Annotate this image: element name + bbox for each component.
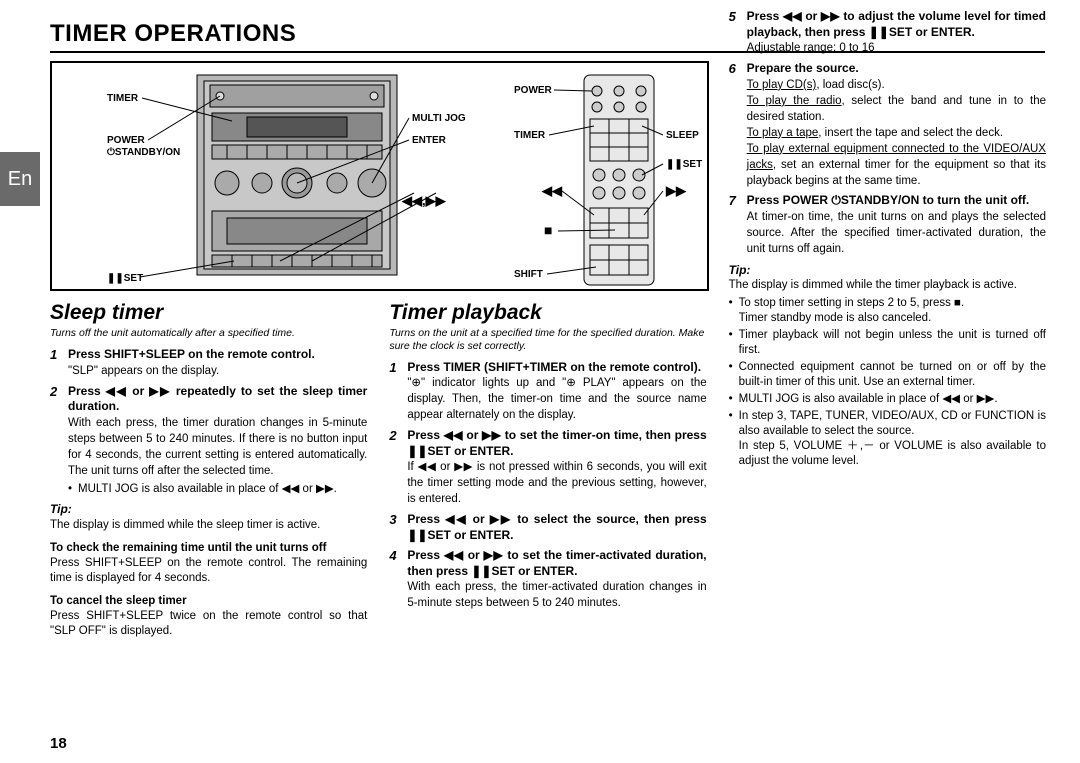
check-body: Press SHIFT+SLEEP on the remote control.…: [50, 556, 367, 586]
svg-text:◀◀: ◀◀: [541, 183, 563, 198]
tip-label-2: Tip:: [729, 263, 1046, 279]
manual-page: TIMER OPERATIONS En: [0, 0, 1080, 763]
sleep-sub: Turns off the unit automatically after a…: [50, 327, 367, 340]
pb-step-4: Press ◀◀ or ▶▶ to set the timer-activate…: [389, 548, 706, 611]
playback-sub: Turns on the unit at a specified time fo…: [389, 327, 706, 352]
pb-step-7: Press POWER ⏻STANDBY/ON to turn the unit…: [729, 193, 1046, 256]
right-tip: The display is dimmed while the timer pl…: [729, 278, 1046, 293]
col-right: Press ◀◀ or ▶▶ to adjust the volume leve…: [729, 9, 1046, 638]
col-sleep-timer: Sleep timer Turns off the unit automatic…: [50, 299, 367, 638]
svg-text:⏻STANDBY/ON: ⏻STANDBY/ON: [107, 146, 180, 158]
svg-text:▶▶: ▶▶: [665, 183, 687, 198]
text-columns: Sleep timer Turns off the unit automatic…: [50, 299, 1046, 638]
page-number: 18: [50, 734, 67, 754]
sleep-heading: Sleep timer: [50, 299, 367, 326]
pb-step-2: Press ◀◀ or ▶▶ to set the timer-on time,…: [389, 428, 706, 507]
pb-step-1: Press TIMER (SHIFT+TIMER on the remote c…: [389, 360, 706, 423]
pb-step-3: Press ◀◀ or ▶▶ to select the source, the…: [389, 512, 706, 543]
control-diagram: TIMER POWER ⏻STANDBY/ON ❚❚SET MULTI JOG …: [50, 61, 709, 291]
cancel-body: Press SHIFT+SLEEP twice on the remote co…: [50, 609, 367, 639]
right-bullets: To stop timer setting in steps 2 to 5, p…: [729, 296, 1046, 468]
cancel-heading: To cancel the sleep timer: [50, 595, 187, 607]
svg-text:◀◀,▶▶: ◀◀,▶▶: [401, 193, 447, 208]
check-heading: To check the remaining time until the un…: [50, 542, 326, 554]
svg-text:TIMER: TIMER: [514, 130, 546, 141]
svg-text:SHIFT: SHIFT: [514, 269, 543, 280]
language-tab: En: [0, 152, 40, 206]
svg-text:ENTER: ENTER: [412, 135, 447, 146]
sleep-tip: The display is dimmed while the sleep ti…: [50, 518, 367, 533]
svg-text:SLEEP: SLEEP: [666, 130, 699, 141]
svg-text:POWER: POWER: [514, 85, 553, 96]
svg-text:MULTI JOG: MULTI JOG: [412, 113, 466, 124]
pb-step-6: Prepare the source. To play CD(s), load …: [729, 61, 1046, 188]
svg-text:❚❚SET: ❚❚SET: [666, 159, 702, 170]
col-timer-playback: Timer playback Turns on the unit at a sp…: [389, 299, 706, 638]
sleep-step-2: Press ◀◀ or ▶▶ repeatedly to set the sle…: [50, 384, 367, 497]
svg-text:POWER: POWER: [107, 135, 146, 146]
tip-label: Tip:: [50, 502, 367, 518]
sleep-step-1: Press SHIFT+SLEEP on the remote control.…: [50, 347, 367, 379]
svg-text:❚❚SET: ❚❚SET: [107, 273, 143, 284]
svg-text:TIMER: TIMER: [107, 93, 139, 104]
pb-step-5: Press ◀◀ or ▶▶ to adjust the volume leve…: [729, 9, 1046, 56]
svg-text:■: ■: [544, 222, 552, 238]
playback-heading: Timer playback: [389, 299, 706, 326]
